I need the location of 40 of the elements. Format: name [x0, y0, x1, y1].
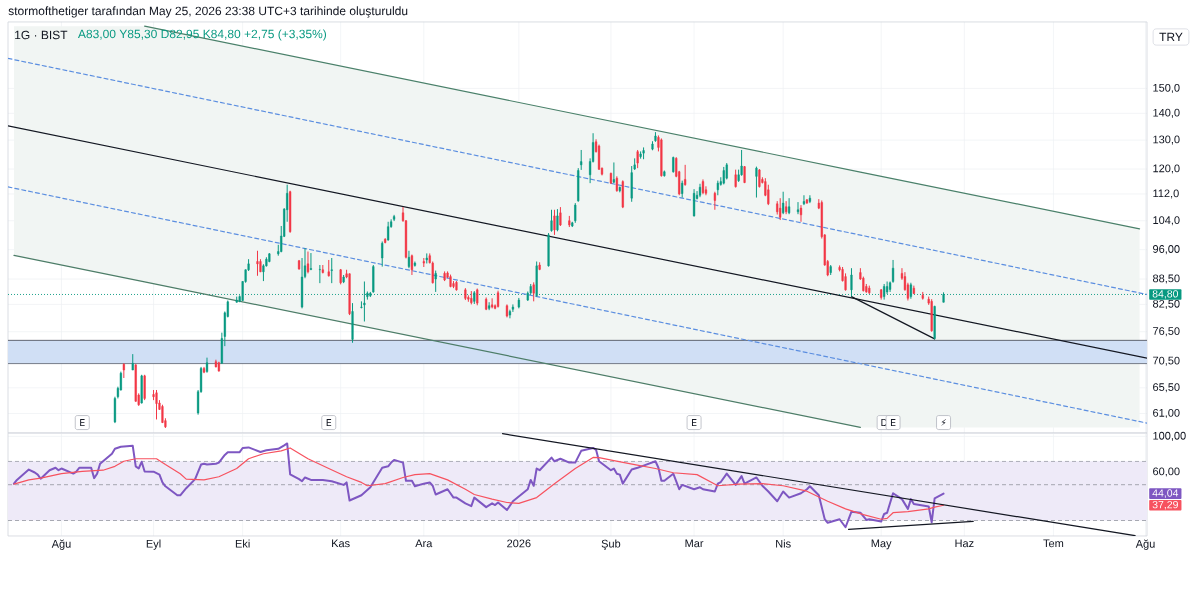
ref-line-label: 84,80	[1152, 290, 1179, 299]
x-tick-label: Tem	[1043, 539, 1064, 548]
x-tick-label: Ağu	[51, 539, 71, 550]
y-tick-label: 100,00	[1153, 431, 1186, 441]
y-tick-label: 60,00	[1153, 467, 1180, 477]
x-tick-label: Mar	[685, 539, 704, 548]
annotation: D	[881, 419, 888, 427]
annotation: E	[326, 419, 332, 427]
y-tick-label: 120,0	[1153, 164, 1180, 174]
y-tick-label: 112,0	[1153, 189, 1179, 199]
x-tick-label: Şub	[601, 539, 621, 550]
y-tick-label: 61,00	[1153, 408, 1180, 419]
annotation: 44,04	[1152, 489, 1179, 498]
text: 1G · BIST	[15, 30, 68, 40]
y-tick-label: 104,0	[1153, 216, 1180, 226]
y-tick-label: 76,50	[1153, 327, 1180, 337]
annotation: E	[890, 419, 896, 427]
annotation: ⚡	[940, 419, 947, 427]
y-tick-label: 140,0	[1153, 108, 1180, 118]
text: stormofthetiger tarafından May 25, 2026 23:38 UTC+3 tarihinde oluşturuldu	[8, 6, 408, 18]
text: TRY	[1159, 32, 1183, 42]
x-tick-label: Kas	[332, 539, 350, 548]
x-tick-label: Ağu	[1135, 539, 1155, 550]
annotation: E	[691, 419, 697, 427]
y-tick-label: 130,0	[1153, 135, 1180, 145]
x-tick-label: 2026	[507, 539, 531, 548]
y-tick-label: 65,50	[1153, 383, 1180, 393]
x-tick-label: Ara	[415, 539, 433, 548]
x-tick-label: Nis	[776, 539, 791, 548]
x-tick-label: Eyl	[146, 539, 161, 550]
x-tick-label: Eki	[235, 539, 250, 548]
y-tick-label: 96,00	[1153, 245, 1180, 255]
y-tick-label: 88,50	[1152, 274, 1180, 284]
annotation: 37,29	[1152, 500, 1178, 510]
y-tick-label: 82,50	[1152, 299, 1180, 309]
x-tick-label: May	[871, 539, 892, 550]
annotation: E	[80, 419, 85, 427]
x-tick-label: Haz	[955, 539, 974, 548]
y-tick-label: 150,0	[1153, 83, 1180, 93]
y-tick-label: 70,50	[1153, 356, 1180, 366]
